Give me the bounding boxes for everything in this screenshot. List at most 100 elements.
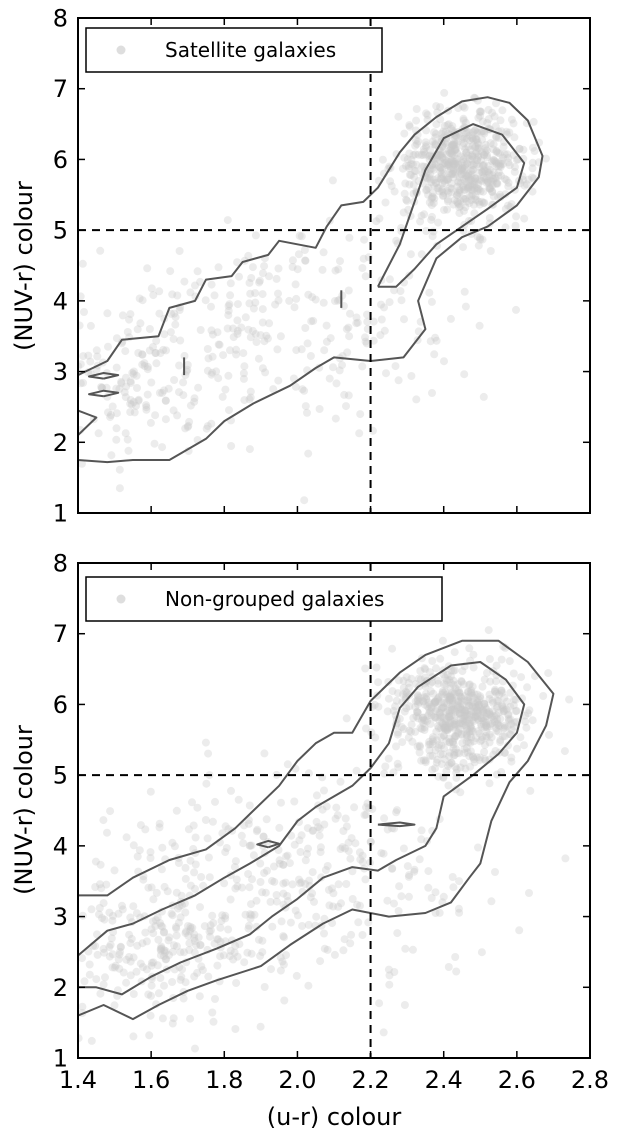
scatter-point [151,922,160,931]
scatter-point [154,935,163,944]
scatter-point [286,918,295,927]
scatter-point [449,151,458,160]
scatter-point [437,741,446,750]
scatter-point [372,663,381,672]
scatter-point [461,711,470,720]
scatter-point [520,741,528,750]
scatter-point [185,939,194,948]
scatter-point [450,140,459,149]
scatter-point [402,195,411,204]
scatter-point [115,385,124,393]
scatter-point [431,713,440,722]
scatter-point [462,148,471,157]
scatter-point [388,687,397,696]
scatter-point [161,415,170,424]
scatter-point [445,169,454,178]
scatter-point [427,201,436,210]
scatter-point [416,675,425,684]
scatter-point [467,727,476,735]
scatter-point [132,967,141,976]
scatter-point [400,153,409,162]
scatter-point [326,334,335,343]
scatter-point [306,893,315,902]
scatter-point [407,156,416,164]
scatter-point [448,122,457,131]
scatter-point [203,834,212,843]
scatter-point [224,306,233,315]
scatter-point [453,710,462,719]
scatter-point [438,750,447,759]
scatter-point [443,700,452,709]
scatter-point [455,203,464,212]
scatter-point [470,690,479,699]
scatter-point [420,664,429,673]
scatter-point [388,864,397,873]
scatter-point [460,712,469,721]
scatter-point [129,1032,138,1041]
scatter-point [485,184,494,193]
scatter-point [429,165,438,174]
scatter-point [275,859,284,868]
scatter-point [108,950,117,959]
scatter-point [510,167,519,176]
scatter-point [439,159,447,168]
scatter-point [423,711,432,720]
scatter-point [142,401,151,410]
scatter-point [431,140,440,149]
scatter-point [362,724,370,733]
scatter-point [436,654,445,663]
scatter-point [420,723,429,732]
scatter-point [204,749,213,758]
scatter-point [417,725,426,733]
scatter-point [428,752,437,760]
scatter-point [143,264,152,273]
scatter-point [443,157,452,166]
scatter-point [186,1014,195,1023]
scatter-point [499,153,508,162]
scatter-point [485,738,494,747]
scatter-point [435,187,444,196]
scatter-point [399,690,407,699]
scatter-point [331,414,340,423]
scatter-point [451,707,460,716]
scatter-point [384,965,393,974]
scatter-point [261,888,270,897]
scatter-point [461,764,470,773]
scatter-point [429,199,438,207]
scatter-point [185,946,194,955]
scatter-point [105,952,114,961]
scatter-point [175,902,184,911]
scatter-point [464,171,473,180]
scatter-point [312,912,321,921]
scatter-point [409,189,418,198]
scatter-point [442,150,451,159]
scatter-point [460,745,469,753]
scatter-point [506,702,515,711]
scatter-point [492,179,501,188]
scatter-point [433,174,442,183]
scatter-point [511,707,520,716]
scatter-point [247,841,256,850]
scatter-point [379,849,388,858]
scatter-point [184,421,193,430]
scatter-point [447,703,456,712]
scatter-point [424,183,433,192]
scatter-point [434,150,443,159]
scatter-point [139,875,148,884]
scatter-point [153,961,162,970]
scatter-point [260,749,269,758]
scatter-point [226,279,235,288]
scatter-point [169,947,177,956]
scatter-point [473,184,482,193]
scatter-point [451,145,460,153]
scatter-point [482,728,491,736]
scatter-point [285,859,294,868]
scatter-point [420,726,429,734]
scatter-point [460,287,469,296]
scatter-point [525,706,534,715]
scatter-point [477,948,486,957]
scatter-points [78,626,574,1053]
y-axis-label: (NUV-r) colour [10,725,38,895]
scatter-point [300,246,309,254]
scatter-point [429,689,438,698]
